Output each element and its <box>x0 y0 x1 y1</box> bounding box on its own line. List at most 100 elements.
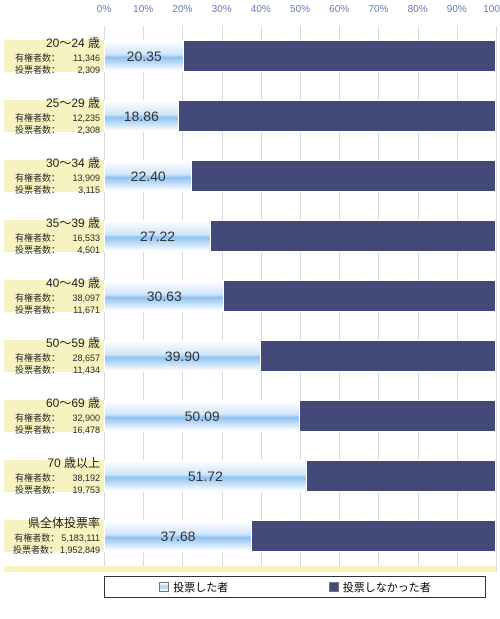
chart-row: 35～39 歳有権者数：16,533投票者数：4,50127.22 <box>4 206 496 266</box>
row-labels: 70 歳以上有権者数：38,192投票者数：19,753 <box>4 446 104 506</box>
voters-key: 投票者数： <box>15 425 60 436</box>
voters-key: 投票者数： <box>15 305 60 316</box>
age-label: 70 歳以上 <box>47 456 100 471</box>
chart-row: 30～34 歳有権者数：13,909投票者数：3,11522.40 <box>4 146 496 206</box>
bar-cell: 20.35 <box>104 26 496 86</box>
age-label: 県全体投票率 <box>28 516 100 531</box>
tick-label: 100% <box>483 4 500 15</box>
tick-label: 20% <box>172 4 192 15</box>
segment-voted: 22.40 <box>105 161 192 191</box>
age-label: 30～34 歳 <box>46 156 100 171</box>
segment-voted: 50.09 <box>105 401 300 431</box>
legend: 投票した者 投票しなかった者 <box>104 576 486 598</box>
segment-voted: 18.86 <box>105 101 179 131</box>
x-axis: 0%10%20%30%40%50%60%70%80%90%100% <box>4 4 496 26</box>
eligible-key: 有権者数： <box>15 233 60 244</box>
segment-voted-value: 22.40 <box>131 168 166 184</box>
legend-item-notvoted: 投票しなかった者 <box>329 579 431 595</box>
bar-cell: 50.09 <box>104 386 496 446</box>
age-label: 60～69 歳 <box>46 396 100 411</box>
eligible-key: 有権者数： <box>15 473 60 484</box>
eligible-key: 有権者数： <box>15 173 60 184</box>
bar: 30.63 <box>104 280 496 312</box>
eligible-key: 有権者数： <box>15 53 60 64</box>
tick-label: 30% <box>212 4 232 15</box>
chart-row: 40～49 歳有権者数：38,097投票者数：11,67130.63 <box>4 266 496 326</box>
legend-notvoted-label: 投票しなかった者 <box>343 579 431 595</box>
row-labels: 35～39 歳有権者数：16,533投票者数：4,501 <box>4 206 104 266</box>
bar-cell: 51.72 <box>104 446 496 506</box>
eligible-key: 有権者数： <box>15 293 60 304</box>
voters-val: 2,309 <box>62 65 100 76</box>
bars-area: 20～24 歳有権者数：11,346投票者数：2,30920.3525～29 歳… <box>4 26 496 572</box>
bar-cell: 39.90 <box>104 326 496 386</box>
segment-notvoted <box>224 281 495 311</box>
segment-notvoted <box>179 101 495 131</box>
tick-label: 60% <box>329 4 349 15</box>
segment-voted: 39.90 <box>105 341 261 371</box>
voters-key: 投票者数： <box>15 365 60 376</box>
bar: 50.09 <box>104 400 496 432</box>
row-labels: 30～34 歳有権者数：13,909投票者数：3,115 <box>4 146 104 206</box>
voters-val: 3,115 <box>62 185 100 196</box>
age-label: 40～49 歳 <box>46 276 100 291</box>
eligible-key: 有権者数： <box>15 113 60 124</box>
row-labels: 50～59 歳有権者数：28,657投票者数：11,434 <box>4 326 104 386</box>
row-labels: 25～29 歳有権者数：12,235投票者数：2,308 <box>4 86 104 146</box>
segment-voted: 20.35 <box>105 41 184 71</box>
voters-val: 2,308 <box>62 125 100 136</box>
eligible-val: 16,533 <box>62 233 100 244</box>
segment-notvoted <box>184 41 495 71</box>
segment-notvoted <box>252 521 495 551</box>
voters-key: 投票者数： <box>15 245 60 256</box>
bar-cell: 37.68 <box>104 506 496 566</box>
legend-item-voted: 投票した者 <box>159 579 228 595</box>
segment-notvoted <box>300 401 495 431</box>
bar: 27.22 <box>104 220 496 252</box>
eligible-val: 38,192 <box>62 473 100 484</box>
bar: 51.72 <box>104 460 496 492</box>
swatch-voted <box>159 582 169 592</box>
segment-voted-value: 50.09 <box>185 408 220 424</box>
bar-cell: 30.63 <box>104 266 496 326</box>
eligible-val: 11,346 <box>62 53 100 64</box>
segment-voted: 37.68 <box>105 521 252 551</box>
bar-cell: 22.40 <box>104 146 496 206</box>
segment-notvoted <box>211 221 495 251</box>
tick-label: 90% <box>447 4 467 15</box>
age-label: 35～39 歳 <box>46 216 100 231</box>
segment-voted-value: 39.90 <box>165 348 200 364</box>
segment-voted-value: 37.68 <box>160 528 195 544</box>
bar-cell: 18.86 <box>104 86 496 146</box>
eligible-val: 38,097 <box>62 293 100 304</box>
bar: 37.68 <box>104 520 496 552</box>
tick-label: 10% <box>133 4 153 15</box>
bar-cell: 27.22 <box>104 206 496 266</box>
voter-turnout-chart: 0%10%20%30%40%50%60%70%80%90%100% 20～24 … <box>0 0 500 604</box>
row-labels: 40～49 歳有権者数：38,097投票者数：11,671 <box>4 266 104 326</box>
segment-voted: 30.63 <box>105 281 224 311</box>
bar: 39.90 <box>104 340 496 372</box>
segment-notvoted <box>307 461 495 491</box>
voters-key: 投票者数： <box>15 65 60 76</box>
eligible-val: 28,657 <box>62 353 100 364</box>
chart-row: 20～24 歳有権者数：11,346投票者数：2,30920.35 <box>4 26 496 86</box>
segment-voted: 51.72 <box>105 461 307 491</box>
segment-voted: 27.22 <box>105 221 211 251</box>
voters-key: 投票者数： <box>15 125 60 136</box>
chart-row: 60～69 歳有権者数：32,900投票者数：16,47850.09 <box>4 386 496 446</box>
bar: 18.86 <box>104 100 496 132</box>
segment-voted-value: 30.63 <box>147 288 182 304</box>
bar: 20.35 <box>104 40 496 72</box>
segment-notvoted <box>261 341 495 371</box>
voters-val: 11,434 <box>62 365 100 376</box>
chart-row: 50～59 歳有権者数：28,657投票者数：11,434 39.90 <box>4 326 496 386</box>
eligible-val: 5,183,111 <box>61 533 100 544</box>
segment-voted-value: 27.22 <box>140 228 175 244</box>
eligible-val: 12,235 <box>62 113 100 124</box>
row-labels: 60～69 歳有権者数：32,900投票者数：16,478 <box>4 386 104 446</box>
segment-voted-value: 51.72 <box>188 468 223 484</box>
eligible-val: 13,909 <box>62 173 100 184</box>
tick-label: 50% <box>290 4 310 15</box>
eligible-key: 有権者数： <box>15 413 60 424</box>
